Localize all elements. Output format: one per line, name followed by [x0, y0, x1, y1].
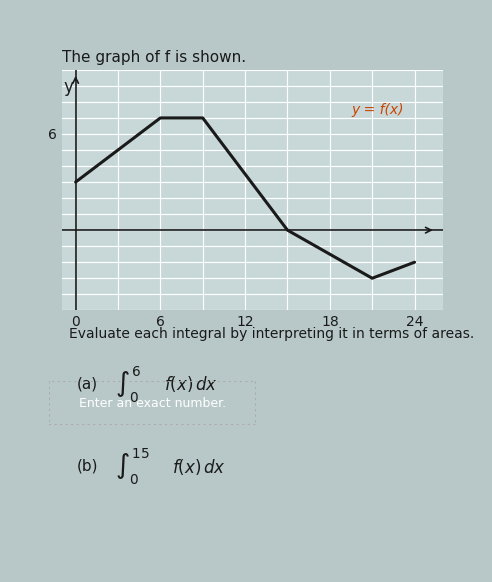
Text: y: y [63, 78, 73, 96]
Text: $\int_0^{15}$: $\int_0^{15}$ [115, 447, 150, 487]
Text: Evaluate each integral by interpreting it in terms of areas.: Evaluate each integral by interpreting i… [69, 327, 474, 341]
Text: The graph of f is shown.: The graph of f is shown. [62, 49, 246, 65]
Text: (b): (b) [77, 459, 98, 474]
Text: y = f(x): y = f(x) [351, 103, 403, 117]
Text: $\int_0^6$: $\int_0^6$ [115, 364, 142, 404]
Text: Enter an exact number.: Enter an exact number. [79, 396, 226, 410]
Text: $f(x)\,dx$: $f(x)\,dx$ [164, 374, 218, 395]
Text: $f(x)\,dx$: $f(x)\,dx$ [172, 457, 226, 477]
Text: (a): (a) [77, 377, 98, 391]
